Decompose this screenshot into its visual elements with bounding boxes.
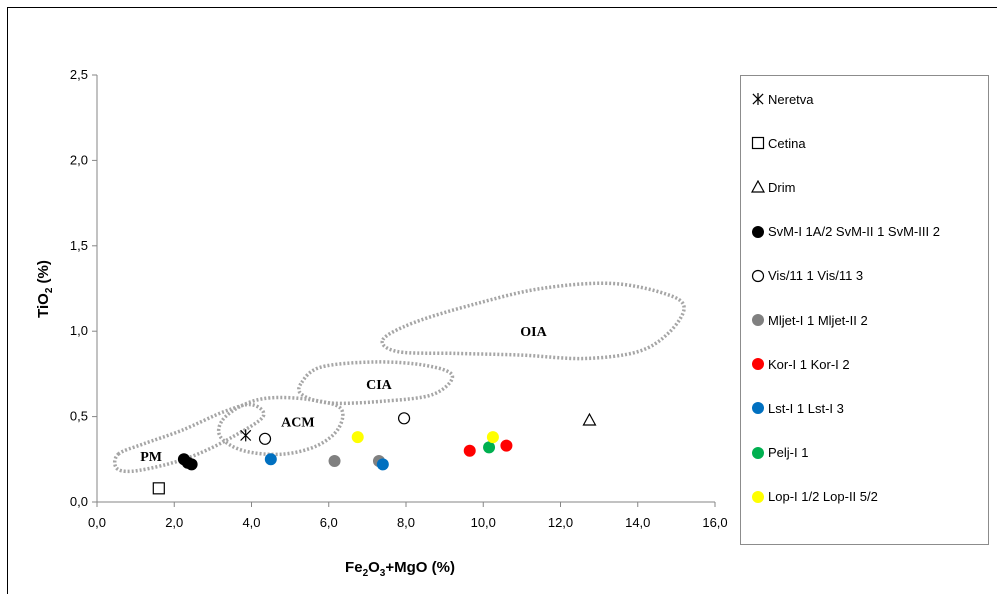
legend-item-cetina: Cetina bbox=[751, 133, 806, 153]
legend-swatch bbox=[751, 137, 765, 150]
data-point-lst-i-1-lst-i-3 bbox=[376, 458, 389, 471]
data-point-vis-11-1-vis-11-3 bbox=[258, 432, 272, 445]
legend-swatch bbox=[752, 314, 764, 326]
legend-item-lop-i-1-2-lop-ii-5-2: Lop-I 1/2 Lop-II 5/2 bbox=[751, 487, 878, 507]
legend-swatch bbox=[752, 225, 764, 238]
legend-item-svm-i-1a-2-svm-ii-1-svm-iii-2: SvM-I 1A/2 SvM-II 1 SvM-III 2 bbox=[751, 222, 940, 242]
data-point-cetina bbox=[152, 482, 165, 495]
legend-marker-filled-circle-icon bbox=[752, 402, 764, 415]
x-tick-label: 2,0 bbox=[165, 515, 183, 530]
x-tick-label: 12,0 bbox=[548, 515, 573, 530]
data-point-vis-11-1-vis-11-3 bbox=[397, 412, 411, 425]
region-outline-oia bbox=[380, 281, 686, 361]
legend-label: Lst-I 1 Lst-I 3 bbox=[768, 400, 844, 416]
legend-marker-filled-circle-icon bbox=[752, 446, 764, 459]
legend-swatch bbox=[752, 358, 764, 371]
region-label-cia: CIA bbox=[366, 378, 393, 393]
legend-label: Mljet-I 1 Mljet-II 2 bbox=[768, 312, 868, 328]
region-outline-acm bbox=[216, 395, 345, 457]
legend-marker-asterisk-icon bbox=[752, 93, 764, 105]
x-tick-label: 14,0 bbox=[625, 515, 650, 530]
legend-label: Pelj-I 1 bbox=[768, 445, 809, 461]
data-point-lop-i-1-2-lop-ii-5-2 bbox=[351, 431, 364, 444]
legend-label: Cetina bbox=[768, 135, 806, 151]
legend-label: SvM-I 1A/2 SvM-II 1 SvM-III 2 bbox=[768, 224, 940, 240]
y-tick-label: 2,0 bbox=[70, 152, 88, 167]
legend-item-mljet-i-1-mljet-ii-2: Mljet-I 1 Mljet-II 2 bbox=[751, 310, 868, 330]
y-tick-label: 1,0 bbox=[70, 323, 88, 338]
legend-item-lst-i-1-lst-i-3: Lst-I 1 Lst-I 3 bbox=[751, 398, 844, 418]
legend-item-kor-i-1-kor-i-2: Kor-I 1 Kor-I 2 bbox=[751, 354, 850, 374]
y-tick-label: 1,5 bbox=[70, 238, 88, 253]
y-tick-label: 2,5 bbox=[70, 67, 88, 82]
y-tick-label: 0,0 bbox=[70, 494, 88, 509]
data-point-pelj-i-1 bbox=[483, 441, 496, 454]
legend-item-drim: Drim bbox=[751, 177, 795, 197]
legend: Neretva Cetina Drim SvM-I 1A/2 SvM-II 1 SvM… bbox=[740, 75, 989, 545]
legend-marker-filled-circle-icon bbox=[752, 490, 764, 503]
legend-marker-filled-circle-icon bbox=[752, 225, 764, 238]
y-tick-label: 0,5 bbox=[70, 409, 88, 424]
x-tick-label: 8,0 bbox=[397, 515, 415, 530]
points-layer bbox=[152, 412, 597, 495]
legend-marker-open-circle-icon bbox=[751, 269, 765, 282]
data-point-lst-i-1-lst-i-3 bbox=[264, 453, 277, 466]
legend-swatch bbox=[751, 269, 765, 282]
data-point-mljet-i-1-mljet-ii-2 bbox=[328, 455, 341, 468]
x-axis-title: Fe2O3+MgO (%) bbox=[345, 559, 455, 579]
legend-swatch bbox=[752, 490, 764, 503]
chart-frame bbox=[7, 7, 997, 594]
data-point-lop-i-1-2-lop-ii-5-2 bbox=[486, 431, 499, 444]
legend-label: Vis/11 1 Vis/11 3 bbox=[768, 268, 864, 284]
data-point-drim bbox=[582, 412, 597, 426]
legend-marker-filled-circle-icon bbox=[752, 358, 764, 371]
legend-item-vis-11-1-vis-11-3: Vis/11 1 Vis/11 3 bbox=[751, 266, 863, 286]
region-label-pm: PM bbox=[140, 450, 162, 465]
legend-marker-square-icon bbox=[751, 137, 765, 150]
region-label-acm: ACM bbox=[281, 416, 314, 431]
x-tick-label: 16,0 bbox=[702, 515, 727, 530]
legend-swatch bbox=[752, 402, 764, 415]
legend-marker-filled-circle-icon bbox=[752, 314, 764, 326]
y-axis-title: TiO2 (%) bbox=[35, 260, 55, 318]
x-tick-label: 6,0 bbox=[320, 515, 338, 530]
x-tick-label: 4,0 bbox=[242, 515, 260, 530]
legend-label: Kor-I 1 Kor-I 2 bbox=[768, 356, 850, 372]
axes-layer bbox=[92, 74, 716, 507]
region-outline-pm bbox=[112, 402, 266, 474]
legend-label: Neretva bbox=[768, 91, 814, 107]
regions-layer: PM ACM CIA OIA bbox=[112, 281, 686, 474]
legend-label: Lop-I 1/2 Lop-II 5/2 bbox=[768, 489, 878, 505]
x-tick-label: 0,0 bbox=[88, 515, 106, 530]
legend-swatch bbox=[752, 446, 764, 459]
legend-item-pelj-i-1: Pelj-I 1 bbox=[751, 443, 808, 463]
legend-label: Drim bbox=[768, 179, 796, 195]
data-point-svm-i-1a-2-svm-ii-1-svm-iii-2 bbox=[185, 458, 198, 471]
legend-swatch bbox=[752, 93, 764, 105]
data-point-kor-i-1-kor-i-2 bbox=[463, 444, 476, 457]
x-tick-label: 10,0 bbox=[471, 515, 496, 530]
legend-item-neretva: Neretva bbox=[751, 89, 814, 109]
region-label-oia: OIA bbox=[520, 325, 547, 340]
tick-labels-layer: 0,0 2,0 4,0 6,0 8,0 10,0 12,0 14,0 16,0 0,0 0,5 1,0… bbox=[70, 67, 728, 530]
legend-marker-triangle-icon bbox=[751, 180, 765, 193]
legend-swatch bbox=[751, 180, 765, 193]
data-point-kor-i-1-kor-i-2 bbox=[500, 439, 513, 452]
data-point-neretva bbox=[240, 429, 252, 442]
